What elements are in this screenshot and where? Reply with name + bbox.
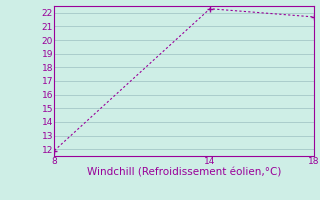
X-axis label: Windchill (Refroidissement éolien,°C): Windchill (Refroidissement éolien,°C): [87, 168, 281, 178]
